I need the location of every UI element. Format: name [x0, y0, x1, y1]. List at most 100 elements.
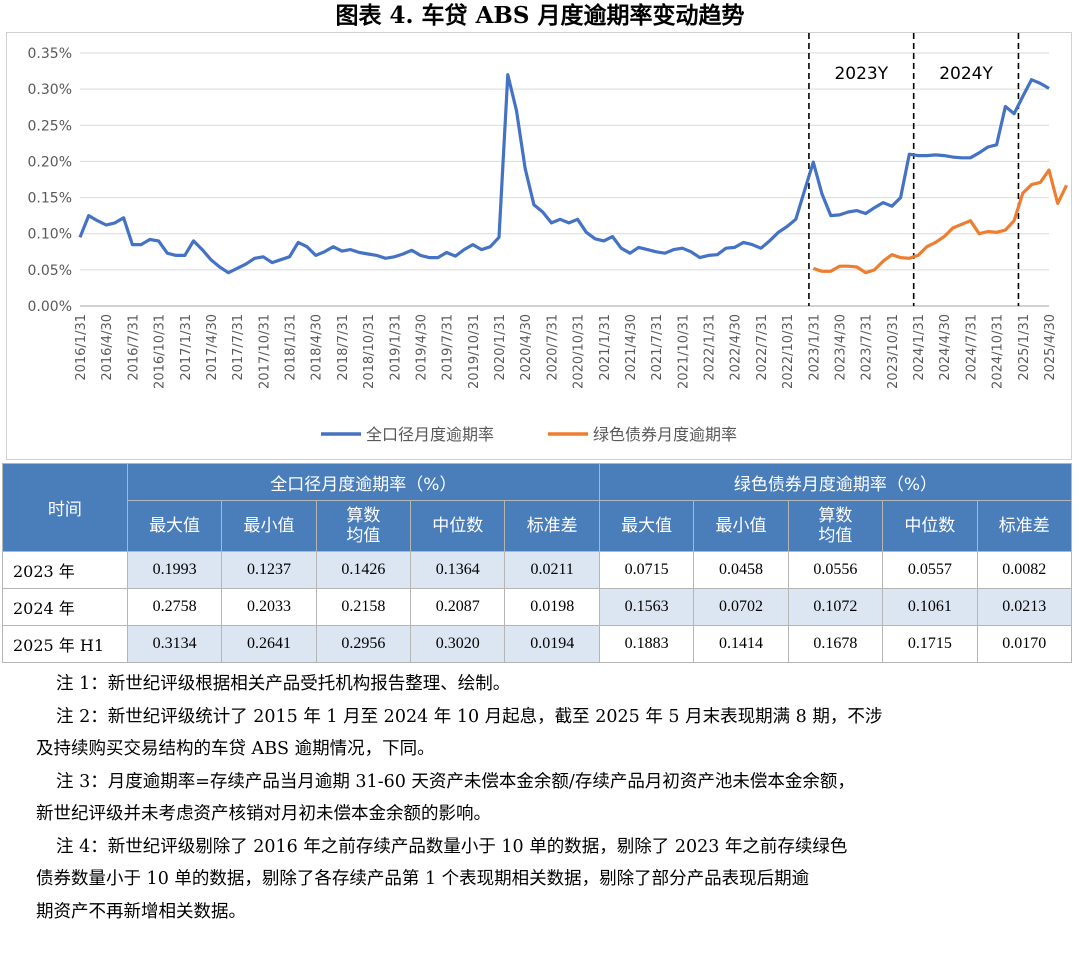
note-3-continued: 新世纪评级并未考虑资产核销对月初未偿本金余额的影响。 — [36, 804, 491, 824]
x-tick-label: 2022/7/31 — [755, 314, 770, 381]
table-cell: 0.2158 — [315, 588, 412, 626]
x-tick-label: 2020/7/31 — [545, 314, 560, 381]
sub-header: 最小值 — [221, 500, 317, 552]
y-tick-label: 0.35% — [28, 46, 72, 62]
row-label: 2025 年 H1 — [2, 625, 128, 663]
table-cell: 0.0556 — [787, 551, 884, 589]
series-lines — [78, 73, 1068, 275]
note-1: 注 1：新世纪评级根据相关产品受托机构报告整理、绘制。 — [56, 674, 511, 694]
x-tick-label: 2016/1/31 — [74, 314, 89, 381]
x-tick-label: 2017/7/31 — [231, 314, 246, 381]
row-label: 2023 年 — [2, 551, 128, 589]
sub-header: 算数 均值 — [315, 500, 412, 552]
legend-label: 绿色债券月度逾期率 — [593, 425, 737, 444]
x-tick-label: 2024/1/31 — [912, 314, 927, 381]
table-cell: 0.1426 — [315, 551, 412, 589]
y-tick-label: 0.15% — [28, 191, 72, 207]
x-tick-label: 2019/7/31 — [441, 314, 456, 381]
table-cell: 0.2033 — [221, 588, 317, 626]
group-header-green: 绿色债券月度逾期率（%） — [598, 463, 1073, 501]
x-tick-label: 2017/1/31 — [179, 314, 194, 381]
sub-header: 算数 均值 — [787, 500, 884, 552]
x-tick-label: 2023/1/31 — [807, 314, 822, 381]
x-tick-label: 2019/10/31 — [467, 314, 482, 389]
table-cell: 0.0170 — [976, 625, 1073, 663]
y-tick-label: 0.20% — [28, 154, 72, 170]
period-label: 2024Y — [939, 64, 993, 84]
x-tick-label: 2017/10/31 — [257, 314, 272, 389]
x-tick-label: 2019/4/30 — [414, 314, 429, 381]
table-cell: 0.0198 — [504, 588, 600, 626]
table-row: 2025 年 H1 0.3134 0.2641 0.2956 0.3020 0.0194 0… — [2, 625, 1073, 663]
y-tick-label: 0.30% — [28, 82, 72, 98]
table-cell: 0.1414 — [693, 625, 789, 663]
legend: 全口径月度逾期率 绿色债券月度逾期率 — [321, 425, 737, 444]
time-header: 时间 — [2, 463, 128, 552]
table-row: 2023 年 0.1993 0.1237 0.1426 0.1364 0.0211 0.07… — [2, 551, 1073, 589]
series-line-total — [78, 73, 1050, 275]
x-axis-ticks: 2016/1/31 2016/4/30 2016/7/31 2016/10/31 201… — [74, 314, 1058, 389]
table-cell: 0.0211 — [504, 551, 600, 589]
sub-header: 中位数 — [882, 500, 978, 552]
period-markers: 2023Y 2024Y — [808, 33, 1020, 306]
y-tick-label: 0.00% — [28, 299, 72, 315]
x-tick-label: 2021/10/31 — [676, 314, 691, 389]
x-tick-label: 2022/4/30 — [729, 314, 744, 381]
x-tick-label: 2019/1/31 — [388, 314, 403, 381]
table-cell: 0.1678 — [787, 625, 884, 663]
sub-header: 最大值 — [598, 500, 695, 552]
sub-header: 中位数 — [410, 500, 506, 552]
table-cell: 0.2087 — [410, 588, 506, 626]
x-tick-label: 2018/10/31 — [362, 314, 377, 389]
x-tick-label: 2018/7/31 — [336, 314, 351, 381]
table-cell: 0.2758 — [126, 588, 223, 626]
x-tick-label: 2021/4/30 — [624, 314, 639, 381]
chart-area: 0.00% 0.05% 0.10% 0.15% 0.20% 0.25% 0.30% 0.35%… — [6, 32, 1072, 460]
x-tick-label: 2021/7/31 — [650, 314, 665, 381]
x-tick-label: 2020/4/30 — [519, 314, 534, 381]
statistics-table: 时间 全口径月度逾期率（%） 绿色债券月度逾期率（%） 最大值 最小值 算数 均值中… — [2, 463, 1073, 663]
x-tick-label: 2021/1/31 — [598, 314, 613, 381]
table-cell: 0.3020 — [410, 625, 506, 663]
table-cell: 0.1237 — [221, 551, 317, 589]
table-cell: 0.1883 — [598, 625, 695, 663]
x-tick-label: 2025/4/30 — [1043, 314, 1058, 381]
table-cell: 0.2956 — [315, 625, 412, 663]
y-axis-ticks: 0.00% 0.05% 0.10% 0.15% 0.20% 0.25% 0.30% 0.35% — [28, 46, 72, 315]
x-tick-label: 2017/4/30 — [205, 314, 220, 381]
table-cell: 0.0702 — [693, 588, 789, 626]
sub-header: 标准差 — [504, 500, 600, 552]
note-2: 注 2：新世纪评级统计了 2015 年 1 月至 2024 年 10 月起息，截… — [56, 706, 883, 727]
table-cell: 0.1563 — [598, 588, 695, 626]
x-tick-label: 2016/7/31 — [126, 314, 141, 381]
period-label: 2023Y — [834, 64, 888, 84]
series-line-green — [812, 168, 1068, 275]
note-4-continued-1: 债券数量小于 10 单的数据，剔除了各存续产品第 1 个表现期相关数据，剔除了部… — [36, 869, 810, 889]
note-4-continued-2: 期资产不再新增相关数据。 — [36, 901, 246, 922]
x-tick-label: 2023/10/31 — [886, 314, 901, 389]
x-tick-label: 2022/10/31 — [781, 314, 796, 389]
notes: 注 1：新世纪评级根据相关产品受托机构报告整理、绘制。 注 2：新世纪评级统计了… — [36, 668, 1066, 928]
table-cell: 0.1061 — [882, 588, 978, 626]
sub-header: 最小值 — [693, 500, 789, 552]
x-tick-label: 2023/7/31 — [860, 314, 875, 381]
table-cell: 0.1072 — [787, 588, 884, 626]
x-tick-label: 2025/1/31 — [1017, 314, 1032, 381]
x-tick-label: 2024/7/31 — [964, 314, 979, 381]
x-tick-label: 2023/4/30 — [833, 314, 848, 381]
table-cell: 0.0082 — [976, 551, 1073, 589]
y-tick-label: 0.25% — [28, 118, 72, 134]
x-tick-label: 2018/4/30 — [310, 314, 325, 381]
legend-label: 全口径月度逾期率 — [366, 425, 494, 444]
figure-title: 图表 4. 车贷 ABS 月度逾期率变动趋势 — [335, 2, 745, 29]
table-cell: 0.1993 — [126, 551, 223, 589]
table-cell: 0.2641 — [221, 625, 317, 663]
x-tick-label: 2022/1/31 — [703, 314, 718, 381]
note-4: 注 4：新世纪评级剔除了 2016 年之前存续产品数量小于 10 单的数据，剔除… — [56, 836, 848, 857]
sub-header: 标准差 — [976, 500, 1073, 552]
note-3: 注 3：月度逾期率=存续产品当月逾期 31-60 天资产未偿本金余额/存续产品月… — [56, 771, 855, 792]
group-header-total: 全口径月度逾期率（%） — [126, 463, 600, 501]
x-tick-label: 2020/10/31 — [572, 314, 587, 389]
table-cell: 0.1715 — [882, 625, 978, 663]
y-tick-label: 0.10% — [28, 227, 72, 243]
